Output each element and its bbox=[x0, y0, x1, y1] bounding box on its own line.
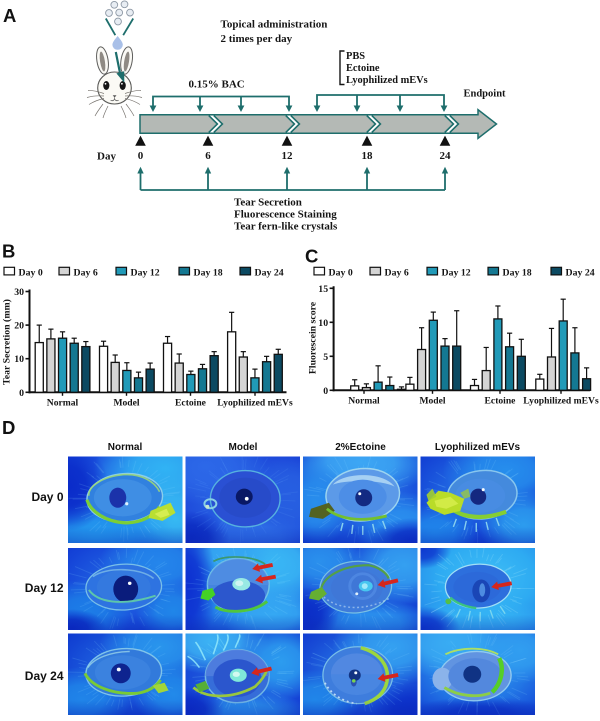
svg-text:0.15% BAC: 0.15% BAC bbox=[189, 79, 245, 91]
svg-text:Fluorescein score: Fluorescein score bbox=[308, 301, 319, 374]
svg-text:Normal: Normal bbox=[108, 442, 143, 453]
svg-text:18: 18 bbox=[362, 150, 374, 162]
svg-text:Ectoine: Ectoine bbox=[175, 398, 207, 409]
svg-text:12: 12 bbox=[282, 150, 294, 162]
svg-text:Day 6: Day 6 bbox=[74, 267, 98, 278]
svg-text:0: 0 bbox=[138, 150, 144, 162]
svg-text:Model: Model bbox=[419, 396, 445, 407]
svg-text:Lyophilized mEVs: Lyophilized mEVs bbox=[435, 442, 521, 453]
svg-text:Day 18: Day 18 bbox=[194, 267, 223, 278]
svg-text:Day: Day bbox=[97, 151, 116, 163]
svg-text:Tear Secretion: Tear Secretion bbox=[234, 197, 302, 209]
svg-text:Fluorescence Staining: Fluorescence Staining bbox=[234, 209, 337, 221]
svg-text:Endpoint: Endpoint bbox=[464, 89, 507, 100]
svg-text:Ectoine: Ectoine bbox=[346, 63, 380, 74]
svg-text:20: 20 bbox=[14, 321, 24, 332]
svg-text:Lyophilized mEVs: Lyophilized mEVs bbox=[346, 75, 428, 86]
svg-text:Day 12: Day 12 bbox=[131, 267, 160, 278]
svg-text:Day 0: Day 0 bbox=[19, 267, 43, 278]
svg-text:Day 24: Day 24 bbox=[566, 267, 595, 278]
svg-text:PBS: PBS bbox=[346, 51, 365, 62]
svg-text:Day 18: Day 18 bbox=[503, 267, 532, 278]
svg-text:30: 30 bbox=[14, 287, 24, 298]
svg-text:C: C bbox=[305, 246, 318, 267]
svg-text:Day 0: Day 0 bbox=[31, 490, 63, 504]
svg-text:Day 12: Day 12 bbox=[25, 581, 64, 595]
svg-text:Normal: Normal bbox=[47, 398, 79, 409]
svg-text:Lyophilized mEVs: Lyophilized mEVs bbox=[217, 398, 293, 409]
svg-text:0: 0 bbox=[323, 386, 328, 397]
svg-text:Model: Model bbox=[229, 442, 258, 453]
svg-text:2%Ectoine: 2%Ectoine bbox=[335, 442, 386, 453]
svg-text:15: 15 bbox=[318, 284, 328, 295]
svg-text:D: D bbox=[2, 417, 15, 438]
svg-text:A: A bbox=[3, 5, 16, 26]
svg-text:Model: Model bbox=[113, 398, 139, 409]
svg-text:0: 0 bbox=[19, 388, 24, 399]
svg-text:5: 5 bbox=[323, 352, 328, 363]
svg-text:10: 10 bbox=[318, 318, 328, 329]
svg-text:Day 24: Day 24 bbox=[25, 669, 64, 683]
svg-text:Tear fern-like crystals: Tear fern-like crystals bbox=[234, 221, 338, 233]
svg-text:Topical administration: Topical administration bbox=[221, 19, 328, 31]
svg-text:Normal: Normal bbox=[348, 396, 380, 407]
svg-text:Day 24: Day 24 bbox=[255, 267, 284, 278]
svg-text:Day 12: Day 12 bbox=[442, 267, 471, 278]
svg-text:Ectoine: Ectoine bbox=[485, 396, 517, 407]
svg-text:Lyophilized mEVs: Lyophilized mEVs bbox=[523, 396, 599, 407]
svg-text:10: 10 bbox=[14, 354, 24, 365]
svg-text:B: B bbox=[2, 241, 15, 262]
svg-text:Day 6: Day 6 bbox=[385, 267, 409, 278]
svg-text:Tear Secretion (mm): Tear Secretion (mm) bbox=[2, 299, 13, 385]
svg-text:2 times per day: 2 times per day bbox=[221, 33, 293, 45]
svg-text:24: 24 bbox=[440, 150, 452, 162]
svg-text:6: 6 bbox=[205, 150, 211, 162]
svg-text:Day 0: Day 0 bbox=[329, 267, 353, 278]
